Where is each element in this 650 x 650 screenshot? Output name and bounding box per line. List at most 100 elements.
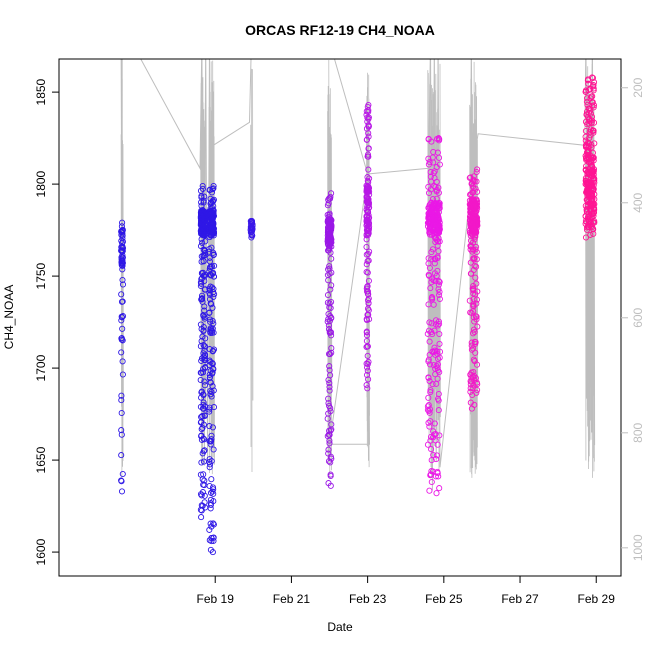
ch4-point	[207, 325, 214, 332]
ch4-point	[197, 506, 204, 513]
ch4-point	[206, 226, 213, 233]
ch4-point	[590, 85, 597, 92]
ch4-point	[207, 500, 214, 507]
ch4-point	[206, 346, 213, 353]
ch4-point	[430, 277, 437, 284]
ch4-point	[325, 400, 332, 407]
ch4-point	[118, 244, 125, 251]
ch4-point	[327, 234, 334, 241]
ch4-point	[467, 259, 474, 266]
ch4-point	[326, 363, 333, 370]
ch4-point	[583, 163, 590, 170]
x-tick-label: Feb 21	[273, 592, 311, 606]
ch4-point	[470, 330, 477, 337]
ch4-point	[210, 446, 217, 453]
ch4-point	[583, 149, 591, 156]
ch4-point	[365, 196, 372, 203]
ch4-point	[425, 301, 432, 308]
ch4-point	[206, 309, 213, 316]
ch4-point	[206, 289, 213, 296]
ch4-point	[200, 399, 207, 406]
ch4-point	[473, 280, 480, 287]
ch4-point	[206, 423, 213, 430]
ch4-point	[467, 381, 474, 388]
ch4-point	[365, 257, 372, 264]
ch4-point	[201, 447, 208, 454]
ch4-point	[426, 338, 433, 345]
ch4-point	[433, 186, 440, 194]
ch4-point	[474, 188, 481, 195]
ch4-point	[427, 433, 435, 440]
ch4-point	[471, 328, 478, 336]
ch4-point	[587, 110, 594, 117]
ch4-point	[208, 432, 215, 439]
ch4-point	[197, 282, 204, 290]
ch4-point	[432, 183, 439, 191]
ch4-point	[432, 209, 439, 216]
x-axis: Feb 19 Feb 21 Feb 23 Feb 25 Feb 27 Feb 29	[197, 575, 615, 606]
ch4-point	[473, 300, 480, 307]
ch4-point	[326, 431, 333, 438]
ch4-point	[327, 408, 334, 415]
ch4-point	[425, 271, 432, 278]
y-tick-label: 1800	[34, 170, 48, 197]
ch4-point	[591, 175, 598, 182]
ch4-point	[206, 258, 213, 265]
ch4-point	[324, 240, 331, 247]
ch4-point	[199, 239, 206, 246]
ch4-point	[435, 473, 442, 480]
ch4-point	[587, 231, 594, 238]
ch4-point	[363, 329, 370, 336]
y-axis-label: CH4_NOAA	[2, 285, 16, 350]
ch4-point	[436, 161, 443, 168]
ch4-point	[119, 266, 126, 273]
plot-frame	[58, 58, 622, 577]
ch4-point	[325, 247, 332, 254]
ch4-point	[210, 285, 217, 293]
ch4-point	[326, 380, 333, 387]
ch4-point	[198, 492, 205, 499]
ch4-point	[433, 452, 440, 459]
x-tick-label: Feb 19	[197, 592, 235, 606]
ch4-point	[436, 295, 443, 303]
flight-group-RF15	[324, 190, 335, 489]
ch4-point	[326, 328, 333, 335]
ch4-point	[586, 128, 593, 135]
ch4-point	[201, 477, 208, 484]
ch4-point	[363, 371, 371, 379]
ch4-point	[588, 182, 595, 189]
ch4-point	[365, 107, 372, 114]
ch4-point	[474, 386, 481, 394]
ch4-point	[118, 298, 126, 305]
ch4-point	[425, 189, 433, 197]
ch4-point	[118, 336, 125, 343]
ch4-point	[582, 177, 589, 184]
ch4-point	[583, 226, 591, 233]
ch4-point	[326, 427, 333, 434]
ch4-point	[326, 304, 333, 311]
ch4-point	[435, 407, 442, 414]
ch4-point	[326, 233, 333, 240]
flight-group-RF13a	[197, 182, 209, 521]
ch4-point	[202, 252, 209, 259]
ch4-point	[473, 379, 480, 386]
ch4-point	[474, 323, 481, 330]
ch4-point	[584, 77, 591, 84]
ch4-point	[583, 206, 590, 213]
ch4-point	[589, 154, 597, 162]
y-tick-label: 1700	[34, 354, 48, 381]
ch4-point	[202, 352, 209, 360]
ch4-point	[582, 133, 589, 140]
ch4-point	[119, 371, 126, 378]
ch4-point	[432, 238, 439, 246]
ch4-point	[364, 103, 371, 110]
ch4-point	[198, 432, 205, 439]
ch4-point	[433, 228, 440, 235]
x-tick-label: Feb 27	[501, 592, 539, 606]
ch4-point	[430, 159, 437, 166]
ch4-point	[365, 291, 372, 298]
ch4-point	[427, 216, 434, 223]
ch4-point	[424, 441, 432, 448]
ch4-point	[429, 275, 436, 282]
